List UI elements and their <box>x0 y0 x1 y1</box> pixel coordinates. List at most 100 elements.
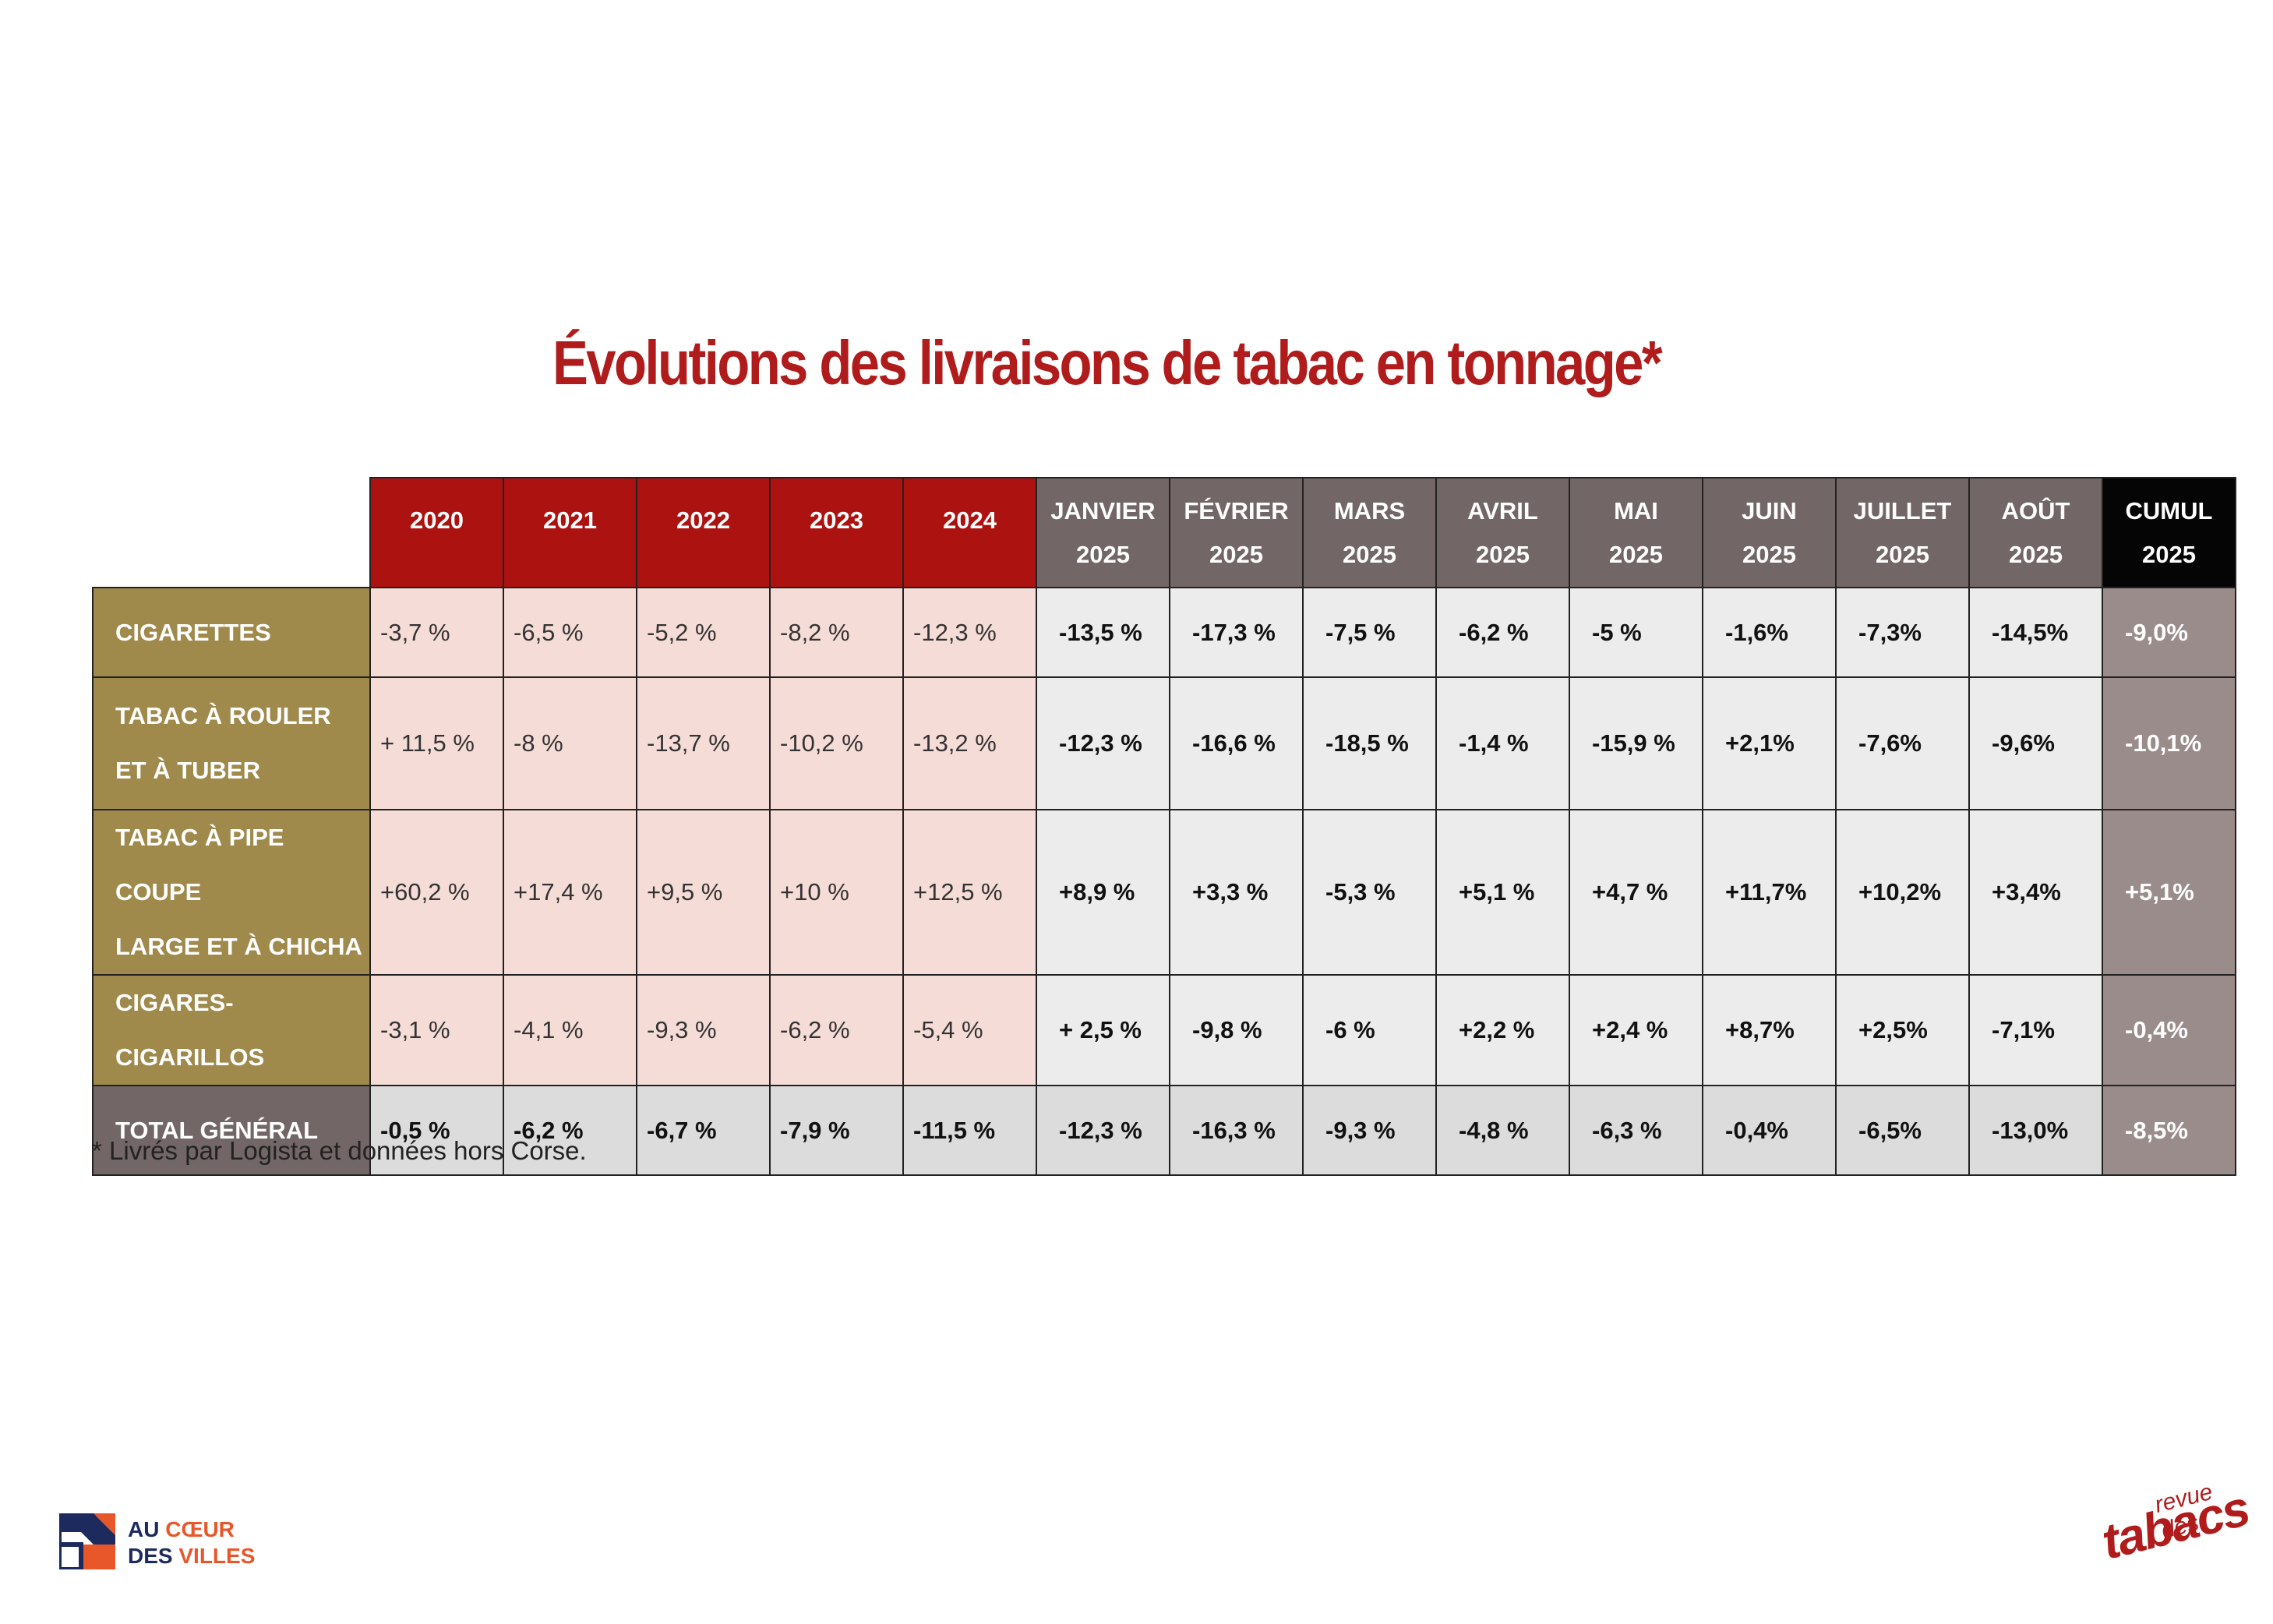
value-cell: -8 % <box>503 676 637 810</box>
value-cell: -12,3 % <box>1036 1085 1170 1176</box>
column-header: AVRIL 2025 <box>1435 477 1570 588</box>
value-cell: -11,5 % <box>902 1085 1037 1176</box>
value-cell: -4,1 % <box>503 974 637 1086</box>
value-cell: -14,5% <box>1968 587 2103 678</box>
value-cell: -13,5 % <box>1036 587 1170 678</box>
column-header-text: 2021 <box>543 506 597 534</box>
value-cell: -4,8 % <box>1435 1085 1570 1176</box>
value-cell: +3,4% <box>1968 809 2103 976</box>
column-header-text: 2025 <box>2009 540 2063 568</box>
row-label-text: TABAC À PIPE COUPE <box>115 824 284 906</box>
value-cell: -9,6% <box>1968 676 2103 810</box>
value-cell: + 11,5 % <box>369 676 504 810</box>
column-header-text: 2025 <box>2142 540 2196 568</box>
value-cell: -6,2 % <box>769 974 904 1086</box>
value-cell: +10 % <box>769 809 904 976</box>
value-cell: +5,1% <box>2102 809 2236 976</box>
value-cell: +9,5 % <box>636 809 771 976</box>
row-label-text: CIGARETTES <box>115 618 271 646</box>
row-label: CIGARETTES <box>92 587 371 678</box>
value-cell: +8,7% <box>1702 974 1837 1086</box>
value-cell: +12,5 % <box>902 809 1037 976</box>
house-mark-icon <box>59 1513 115 1569</box>
row-label: TABAC À ROULER ET À TUBER <box>92 676 371 810</box>
row-label-text: LARGE ET À CHICHA <box>115 933 362 960</box>
column-header-text: FÉVRIER <box>1184 496 1289 524</box>
value-cell: -8,2 % <box>769 587 904 678</box>
value-cell: -6,3 % <box>1569 1085 1703 1176</box>
column-header: FÉVRIER 2025 <box>1169 477 1304 588</box>
value-cell: +60,2 % <box>369 809 504 976</box>
column-header-text: JUILLET <box>1853 496 1952 524</box>
value-cell: -6,5% <box>1835 1085 1970 1176</box>
row-label-text: TABAC À ROULER <box>115 702 331 729</box>
value-cell: -12,3 % <box>1036 676 1170 810</box>
value-cell: -13,7 % <box>636 676 771 810</box>
column-header: CUMUL 2025 <box>2102 477 2236 588</box>
header-blank-cell <box>93 478 370 588</box>
value-cell: -7,6% <box>1835 676 1970 810</box>
value-cell: -0,4% <box>2102 974 2236 1086</box>
column-header: MAI 2025 <box>1569 477 1703 588</box>
value-cell: -13,0% <box>1968 1085 2103 1176</box>
value-cell: -16,3 % <box>1169 1085 1304 1176</box>
header-row: 2020 2021 2022 2023 2024 JANVIER 2025 FÉVRIER 20… <box>93 477 2236 588</box>
row-label: TABAC À PIPE COUPE LARGE ET À CHICHA <box>92 809 371 976</box>
value-cell: -7,3% <box>1835 587 1970 678</box>
value-cell: -6 % <box>1302 974 1437 1086</box>
footnote: * Livrés par Logista et données hors Cor… <box>92 1136 587 1165</box>
column-header: 2021 <box>503 477 637 588</box>
row-label: CIGARES-CIGARILLOS <box>92 974 371 1086</box>
column-header-text: 2025 <box>1876 540 1929 568</box>
value-cell: +2,1% <box>1702 676 1837 810</box>
table-row: CIGARETTES -3,7 % -6,5 % -5,2 % -8,2 % -12,3 … <box>92 587 2236 678</box>
value-cell: -7,1% <box>1968 974 2103 1086</box>
value-cell: -0,4% <box>1702 1085 1837 1176</box>
value-cell: + 2,5 % <box>1036 974 1170 1086</box>
value-cell: -5,2 % <box>636 587 771 678</box>
logo-left-text-part: CŒUR <box>165 1517 235 1541</box>
column-header-text: 2024 <box>943 506 997 534</box>
au-coeur-des-villes-logo: AU CŒUR DES VILLES <box>59 1513 309 1576</box>
column-header-text: AOÛT <box>2001 496 2070 524</box>
value-cell: -1,4 % <box>1435 676 1570 810</box>
value-cell: +2,2 % <box>1435 974 1570 1086</box>
column-header: JUILLET 2025 <box>1835 477 1970 588</box>
value-cell: +11,7% <box>1702 809 1837 976</box>
value-cell: -3,7 % <box>369 587 504 678</box>
value-cell: -0,5 % <box>369 1085 504 1176</box>
table-row: TABAC À PIPE COUPE LARGE ET À CHICHA +60,2… <box>92 809 2236 976</box>
value-cell: +3,3 % <box>1169 809 1304 976</box>
page-title: Évolutions des livraisons de tabac en to… <box>552 328 1663 397</box>
column-header-text: 2020 <box>410 506 464 534</box>
value-cell: -5 % <box>1569 587 1703 678</box>
value-cell: -7,9 % <box>769 1085 904 1176</box>
column-header: 2020 <box>369 477 504 588</box>
column-header: 2024 <box>902 477 1037 588</box>
value-cell: -9,8 % <box>1169 974 1304 1086</box>
value-cell: -13,2 % <box>902 676 1037 810</box>
column-header-text: 2022 <box>676 506 730 534</box>
table-row: CIGARES-CIGARILLOS -3,1 % -4,1 % -9,3 % -6,2… <box>92 974 2236 1086</box>
value-cell: -5,4 % <box>902 974 1037 1086</box>
value-cell: +5,1 % <box>1435 809 1570 976</box>
column-header: 2023 <box>769 477 904 588</box>
value-cell: -9,3 % <box>636 974 771 1086</box>
deliveries-table: 2020 2021 2022 2023 2024 JANVIER 2025 FÉVRIER 20… <box>92 477 2236 1176</box>
value-cell: +2,5% <box>1835 974 1970 1086</box>
value-cell: -6,2 % <box>503 1085 637 1176</box>
column-header-text: MARS <box>1333 496 1406 524</box>
column-header-text: 2025 <box>1076 540 1130 568</box>
value-cell: +17,4 % <box>503 809 637 976</box>
value-cell: -9,0% <box>2102 587 2236 678</box>
column-header: MARS 2025 <box>1302 477 1437 588</box>
value-cell: -6,5 % <box>503 587 637 678</box>
column-header-text: 2025 <box>1343 540 1396 568</box>
value-cell: +4,7 % <box>1569 809 1703 976</box>
column-header: 2022 <box>636 477 771 588</box>
revue-des-tabacs-logo: revue des tabacs <box>2096 1479 2254 1574</box>
value-cell: +10,2% <box>1835 809 1970 976</box>
value-cell: +8,9 % <box>1036 809 1170 976</box>
column-header-text: CUMUL <box>2125 496 2213 524</box>
column-header-text: JUIN <box>1742 496 1797 524</box>
